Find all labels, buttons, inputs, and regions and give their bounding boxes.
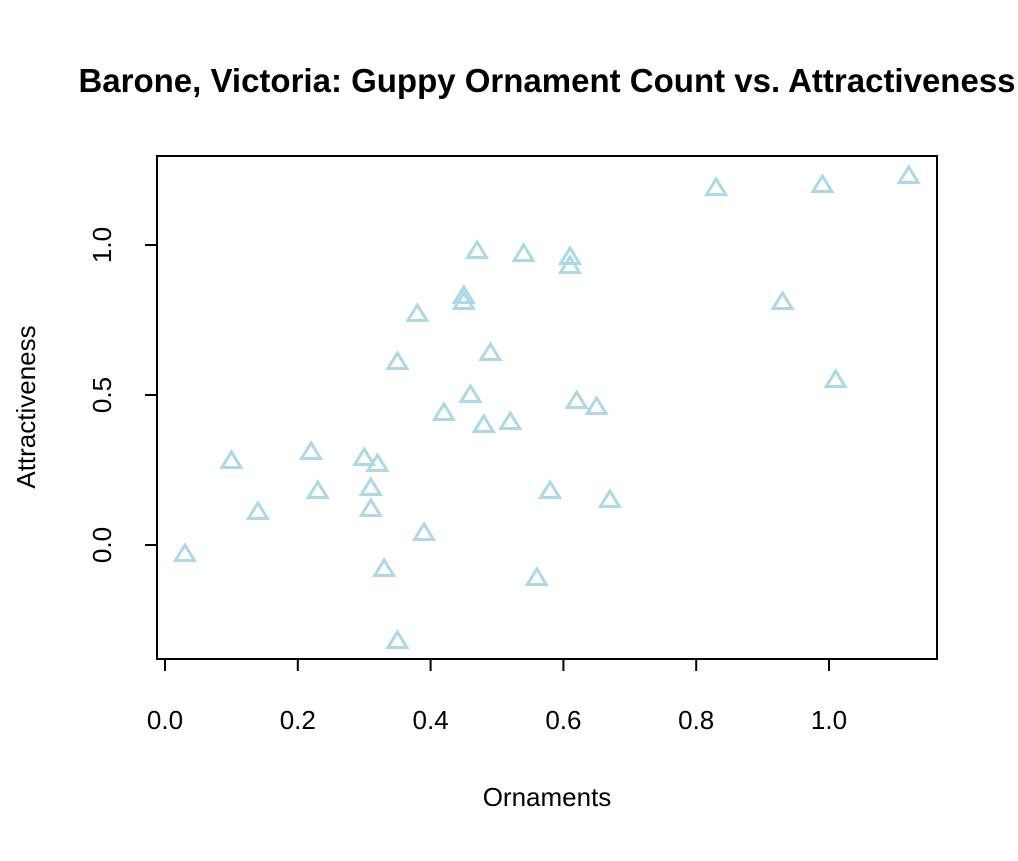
data-point	[385, 629, 410, 649]
data-point	[478, 341, 503, 361]
data-point	[557, 245, 583, 265]
data-point	[358, 476, 384, 496]
data-point	[371, 557, 397, 577]
data-point	[451, 290, 476, 310]
data-point	[458, 383, 483, 403]
data-point	[564, 389, 589, 409]
y-axis: 0.0 0.5 1.0	[87, 227, 158, 563]
data-point	[385, 350, 410, 370]
data-point	[537, 479, 563, 499]
data-point	[172, 542, 198, 562]
x-tick-label: 1.0	[811, 705, 847, 735]
y-tick-label: 1.0	[87, 227, 117, 263]
data-point	[245, 500, 271, 520]
data-point	[511, 242, 536, 262]
data-point	[823, 368, 848, 388]
data-point	[471, 413, 496, 433]
data-point	[524, 566, 550, 586]
data-point	[597, 488, 623, 508]
data-point	[703, 176, 729, 196]
data-point	[810, 173, 835, 193]
data-point	[219, 449, 244, 469]
x-axis-label: Ornaments	[483, 782, 612, 812]
data-point	[305, 479, 330, 499]
data-point	[896, 164, 921, 184]
x-tick-label: 0.8	[678, 705, 714, 735]
data-point	[411, 521, 437, 541]
data-point	[464, 239, 490, 259]
x-tick-label: 0.6	[545, 705, 581, 735]
x-tick-label: 0.0	[147, 705, 183, 735]
data-point	[431, 401, 457, 421]
data-point	[352, 446, 377, 466]
data-point	[451, 284, 476, 304]
data-point	[405, 302, 430, 322]
data-point	[770, 290, 795, 310]
data-point	[498, 410, 523, 430]
x-tick-label: 0.2	[280, 705, 316, 735]
data-point	[365, 452, 390, 472]
y-tick-label: 0.5	[87, 377, 117, 413]
data-point	[358, 497, 384, 517]
data-point	[557, 254, 583, 274]
data-point	[584, 395, 609, 415]
y-axis-label: Attractiveness	[11, 325, 41, 488]
data-point	[298, 440, 324, 460]
y-tick-label: 0.0	[87, 527, 117, 563]
x-axis: 0.0 0.2 0.4 0.6 0.8 1.0	[147, 658, 847, 735]
x-tick-label: 0.4	[413, 705, 449, 735]
chart-title: Barone, Victoria: Guppy Ornament Count v…	[78, 62, 1015, 99]
data-points	[172, 164, 921, 649]
